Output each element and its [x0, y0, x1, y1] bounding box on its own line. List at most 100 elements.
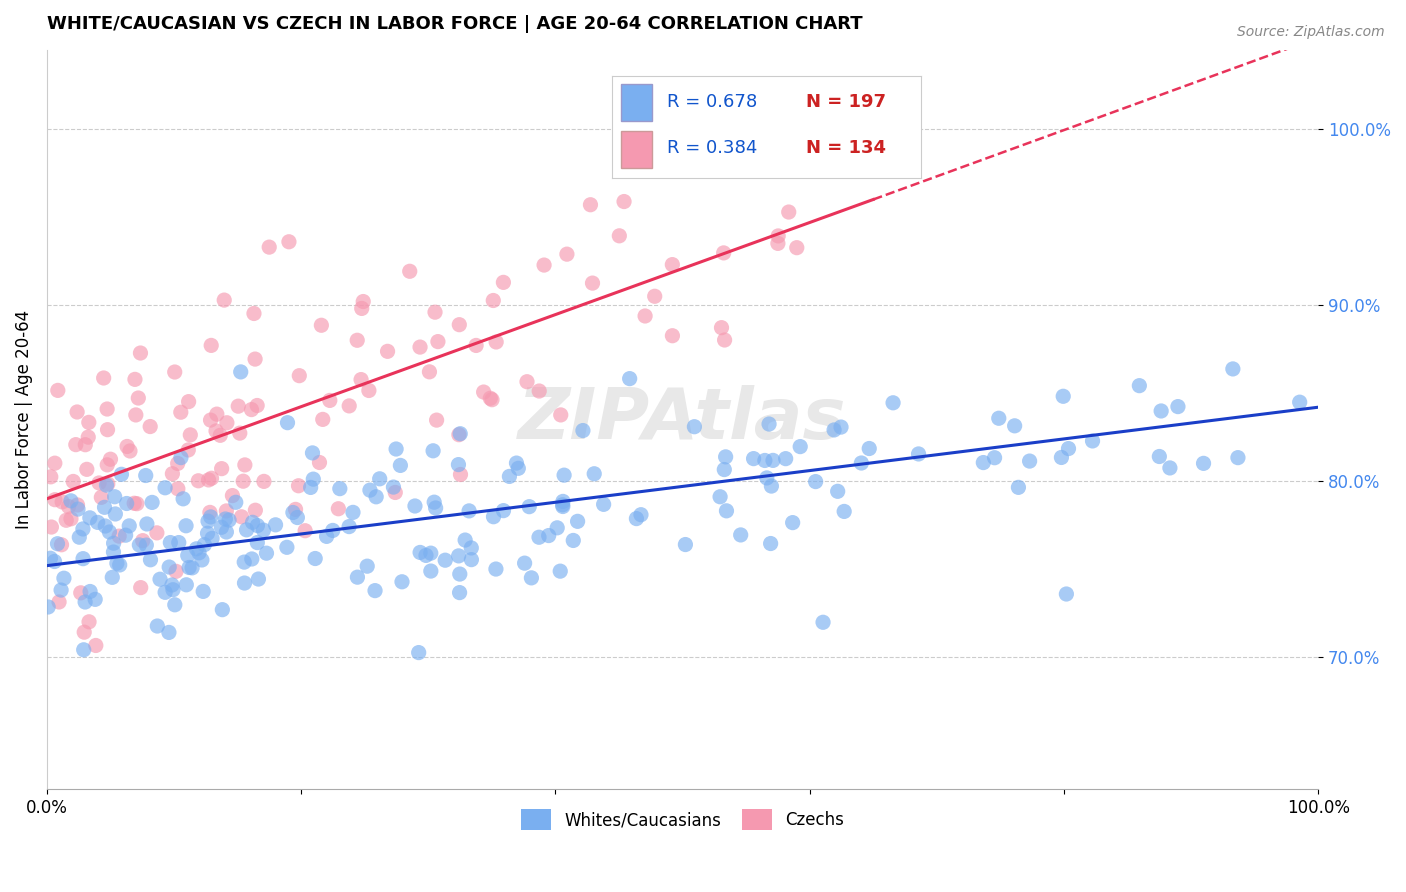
Point — [44, 492, 66, 507]
Point — [426, 334, 449, 349]
Point — [166, 457, 188, 471]
Point — [346, 333, 368, 347]
Point — [98, 524, 121, 539]
Point — [713, 246, 735, 260]
Point — [90, 491, 112, 505]
Point — [225, 495, 247, 509]
Point — [1081, 434, 1104, 448]
Point — [1007, 480, 1029, 494]
Point — [41, 520, 63, 534]
Point — [492, 503, 515, 517]
Point — [419, 546, 441, 560]
Point — [356, 559, 378, 574]
Point — [66, 498, 89, 512]
Point — [132, 533, 155, 548]
Point — [302, 472, 325, 486]
Point — [284, 502, 307, 516]
Point — [188, 546, 211, 560]
Point — [170, 450, 193, 465]
Point — [548, 564, 571, 578]
Point — [108, 558, 131, 572]
Point — [458, 504, 481, 518]
Point — [346, 570, 368, 584]
Point — [1192, 456, 1215, 470]
Point — [77, 615, 100, 629]
Y-axis label: In Labor Force | Age 20-64: In Labor Force | Age 20-64 — [15, 310, 32, 529]
Point — [96, 402, 118, 417]
Point — [447, 427, 470, 442]
Point — [124, 372, 146, 386]
Point — [159, 535, 181, 549]
Point — [287, 479, 309, 493]
Point — [153, 481, 176, 495]
Bar — [621, 131, 652, 168]
Point — [97, 477, 120, 491]
Point — [242, 516, 264, 530]
Point — [1226, 450, 1249, 465]
Point — [322, 524, 344, 538]
Point — [162, 582, 184, 597]
Point — [742, 451, 765, 466]
Point — [246, 399, 269, 413]
Point — [160, 578, 183, 592]
Point — [533, 258, 555, 272]
Point — [187, 474, 209, 488]
Point — [626, 511, 648, 525]
Point — [415, 549, 437, 563]
Point — [246, 518, 269, 533]
Point — [52, 571, 75, 585]
Point — [315, 529, 337, 543]
Point — [987, 411, 1010, 425]
Point — [177, 560, 200, 574]
Point — [135, 516, 157, 531]
Point — [766, 228, 789, 243]
Point — [177, 442, 200, 457]
Point — [755, 471, 778, 485]
Point — [832, 504, 855, 518]
Point — [62, 475, 84, 489]
Point — [368, 472, 391, 486]
Point — [389, 458, 412, 473]
Point — [366, 490, 388, 504]
Point — [232, 474, 254, 488]
Point — [197, 473, 219, 487]
Point — [581, 276, 603, 290]
Point — [482, 293, 505, 308]
Point — [613, 194, 636, 209]
Point — [193, 538, 215, 552]
Point — [125, 408, 148, 422]
Point — [75, 595, 97, 609]
Point — [243, 306, 266, 320]
Point — [110, 467, 132, 482]
Point — [786, 241, 808, 255]
Point — [789, 440, 811, 454]
Point — [105, 556, 128, 570]
Point — [201, 532, 224, 546]
Point — [49, 583, 72, 598]
Point — [357, 384, 380, 398]
Point — [551, 500, 574, 514]
Point — [174, 518, 197, 533]
Point — [215, 416, 238, 430]
Point — [55, 513, 77, 527]
Point — [209, 520, 232, 534]
Point — [179, 428, 201, 442]
Point — [39, 470, 62, 484]
Point — [527, 384, 550, 398]
Point — [205, 407, 228, 421]
Point — [449, 585, 471, 599]
Point — [209, 428, 232, 442]
Point — [1004, 418, 1026, 433]
Point — [460, 541, 482, 555]
Point — [328, 501, 350, 516]
Point — [276, 541, 298, 555]
Point — [51, 538, 73, 552]
Point — [37, 599, 59, 614]
Point — [96, 423, 118, 437]
Bar — [621, 84, 652, 121]
Point — [103, 545, 125, 559]
Point — [485, 562, 508, 576]
Point — [423, 305, 446, 319]
Point — [713, 462, 735, 476]
Point — [73, 625, 96, 640]
